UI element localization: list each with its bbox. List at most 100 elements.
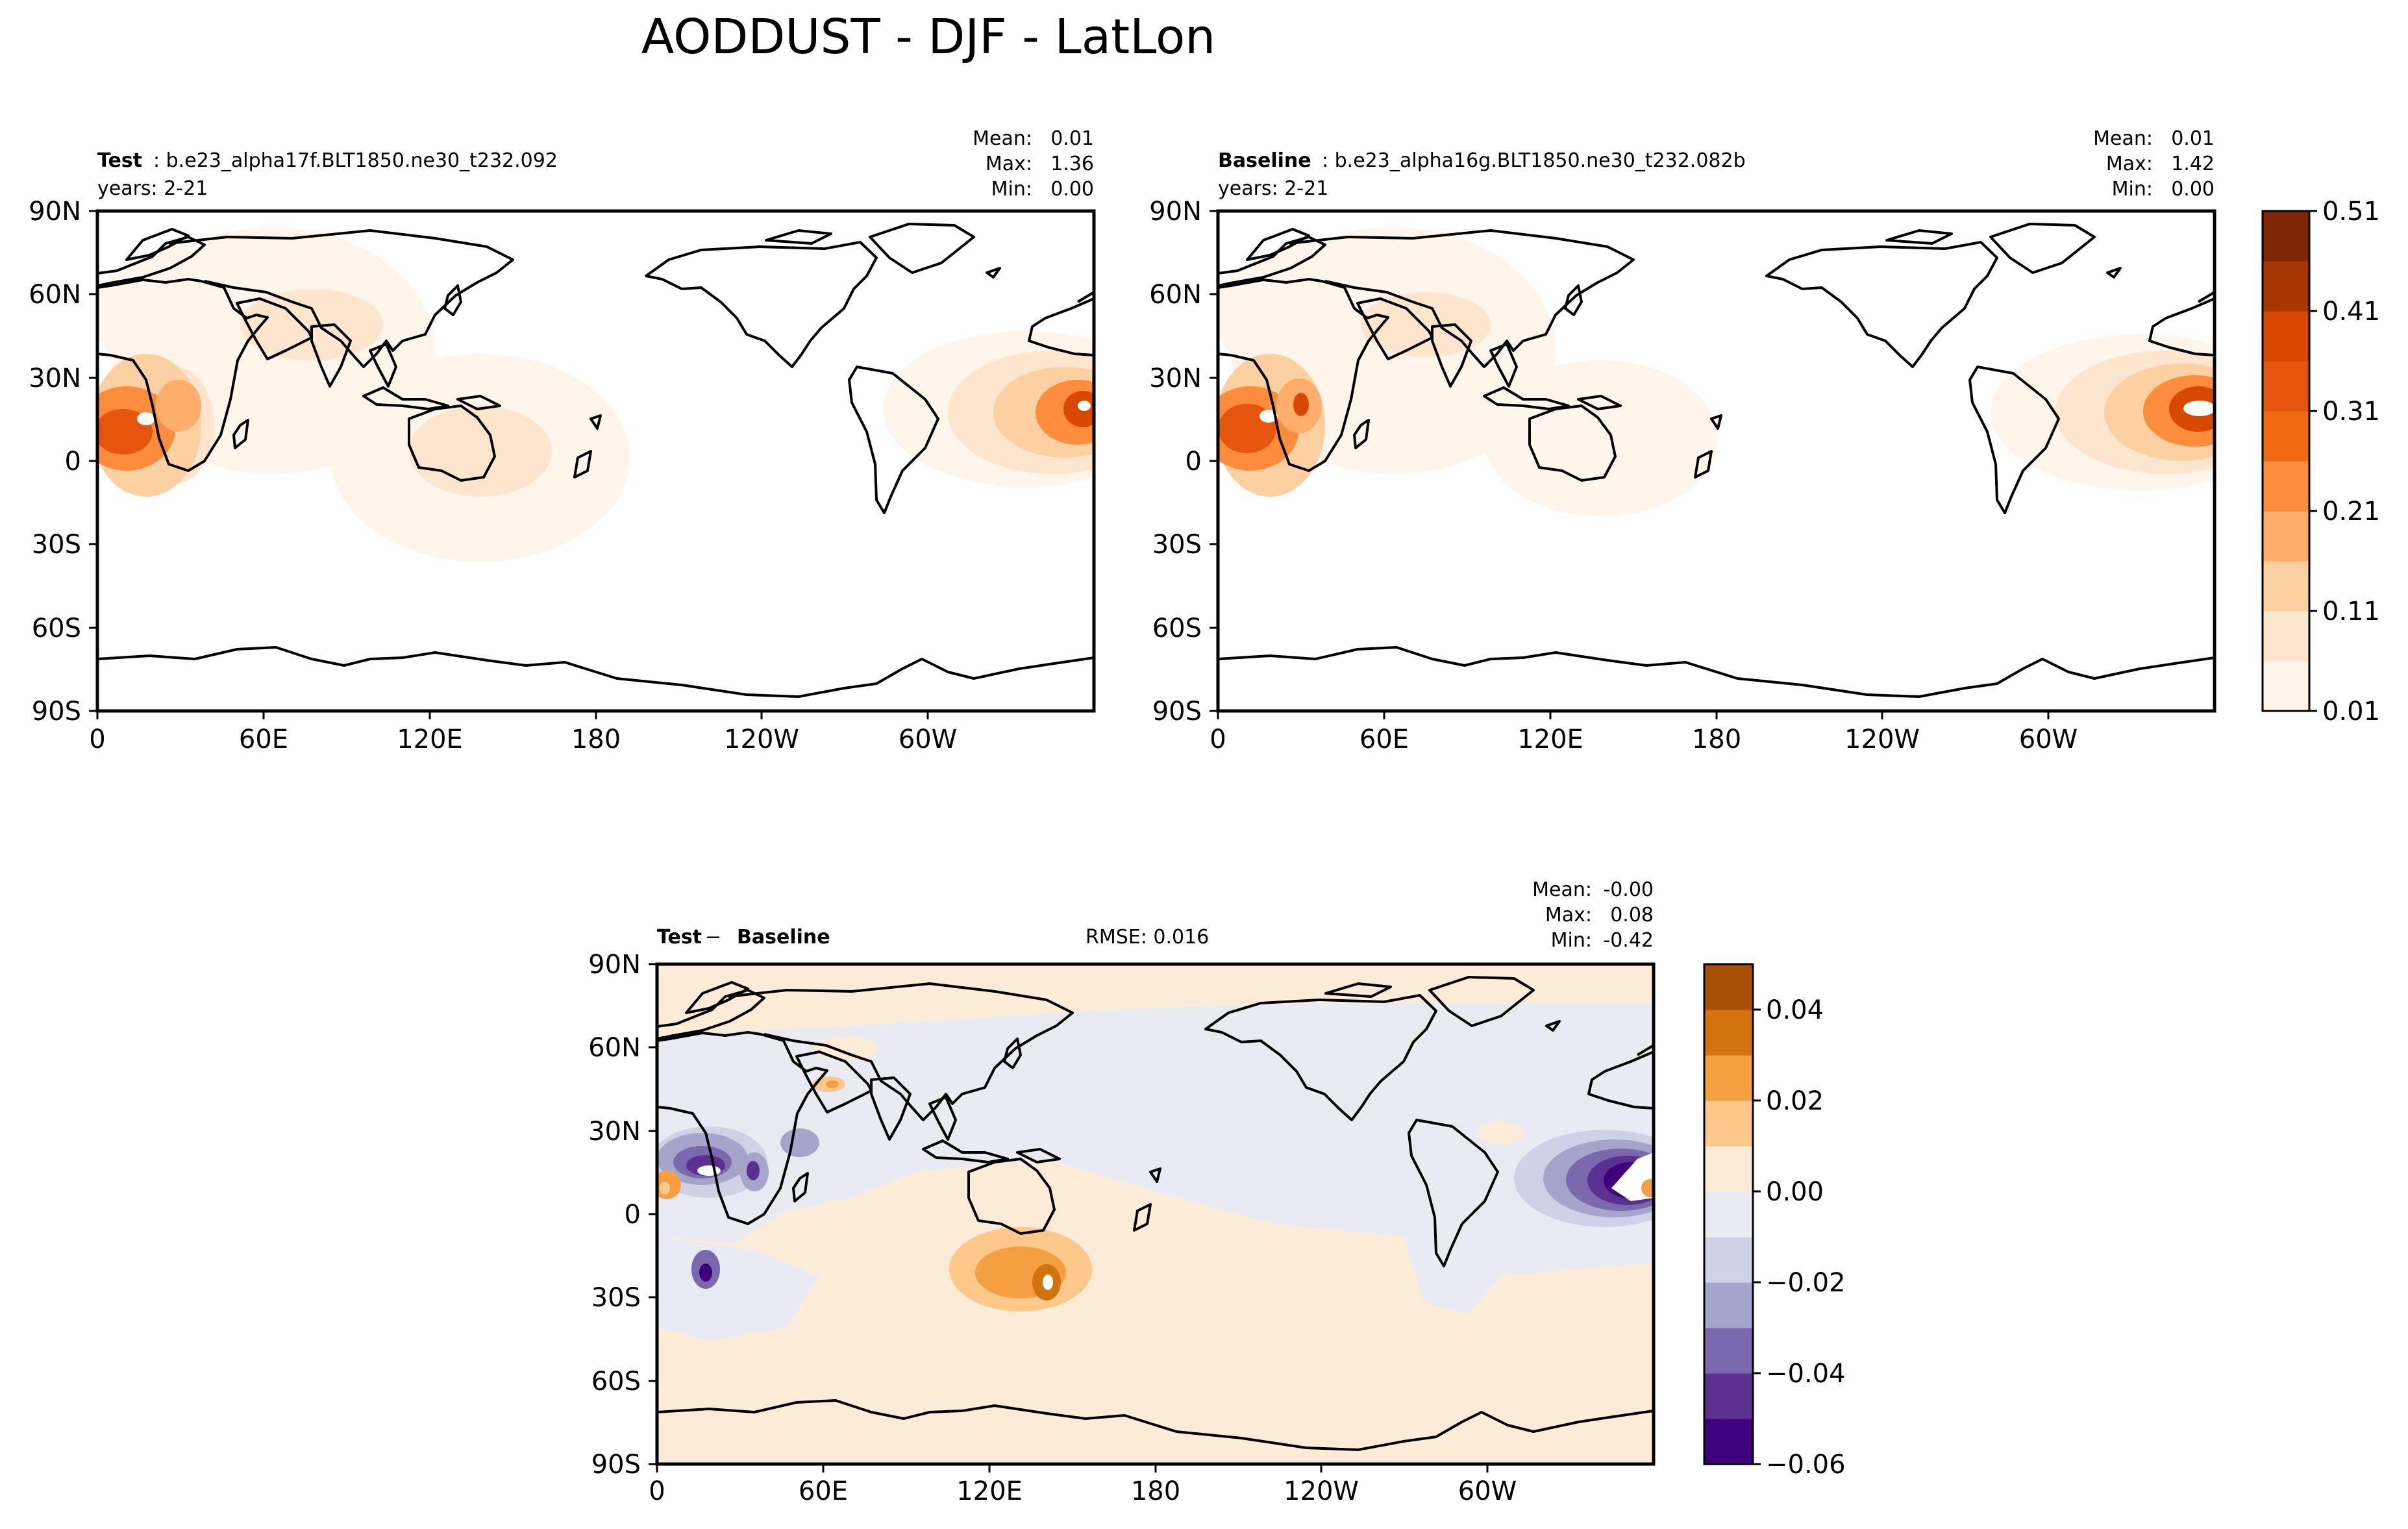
diff-colorbar-tick-label: −0.02 bbox=[1766, 1268, 1846, 1298]
test-lon-tick-60w: 60W bbox=[899, 725, 957, 754]
baseline-lon-axis: 0 60E 120E 180 120W 60W bbox=[1210, 711, 2078, 754]
diff-colorbar-tick-label: 0.04 bbox=[1766, 995, 1824, 1025]
diff-stat-mean-label: Mean: bbox=[1532, 878, 1592, 901]
test-label-bold: Test bbox=[97, 149, 142, 172]
baseline-lat-tick-90n: 90N bbox=[1149, 197, 1202, 227]
main-colorbar-swatch bbox=[2263, 661, 2309, 712]
diff-lat-tick-0: 0 bbox=[625, 1200, 641, 1230]
main-colorbar-tick-label: 0.01 bbox=[2322, 697, 2380, 727]
diff-field bbox=[657, 1003, 1654, 1341]
test-lat-tick-90s: 90S bbox=[32, 697, 81, 727]
main-colorbar-tick-label: 0.41 bbox=[2322, 297, 2380, 327]
diff-colorbar-swatches bbox=[1704, 964, 1753, 1465]
baseline-stat-mean-label: Mean: bbox=[2093, 127, 2153, 150]
diff-lon-tick-120e: 120E bbox=[956, 1476, 1023, 1506]
baseline-label-bold: Baseline bbox=[1218, 149, 1311, 172]
test-lon-axis: 0 60E 120E 180 120W 60W bbox=[89, 711, 957, 754]
diff-stat-max-value: 0.08 bbox=[1610, 904, 1654, 926]
diff-lon-tick-60e: 60E bbox=[799, 1476, 848, 1506]
diff-lon-tick-0: 0 bbox=[649, 1476, 665, 1506]
baseline-lat-tick-90s: 90S bbox=[1152, 697, 1202, 727]
test-lat-tick-30n: 30N bbox=[29, 364, 81, 393]
baseline-lon-tick-120w: 120W bbox=[1844, 725, 1920, 754]
test-lat-tick-90n: 90N bbox=[29, 197, 81, 227]
baseline-lat-tick-60n: 60N bbox=[1149, 280, 1202, 310]
baseline-case-name: : b.e23_alpha16g.BLT1850.ne30_t232.082b bbox=[1322, 149, 1746, 172]
main-colorbar-swatch bbox=[2263, 361, 2309, 412]
test-lat-tick-60n: 60N bbox=[29, 280, 81, 310]
diff-lon-tick-180: 180 bbox=[1131, 1476, 1180, 1506]
test-lat-tick-30s: 30S bbox=[32, 530, 81, 560]
main-colorbar-swatch bbox=[2263, 461, 2309, 512]
main-colorbar-swatch bbox=[2263, 211, 2309, 262]
main-colorbar-swatch bbox=[2263, 511, 2309, 562]
figure-title: AODDUST - DJF - LatLon bbox=[641, 9, 1215, 65]
baseline-lon-tick-60w: 60W bbox=[2019, 725, 2078, 754]
main-colorbar-swatch bbox=[2263, 411, 2309, 462]
diff-colorbar-swatch bbox=[1704, 1282, 1753, 1328]
test-stat-min-value: 0.00 bbox=[1050, 178, 1094, 201]
diff-colorbar-swatch bbox=[1704, 1191, 1753, 1237]
diff-stat-mean-value: -0.00 bbox=[1603, 878, 1654, 901]
main-colorbar-swatch bbox=[2263, 561, 2309, 612]
test-stat-mean-label: Mean: bbox=[973, 127, 1032, 150]
baseline-lat-axis: 90N 60N 30N 0 30S 60S 90S bbox=[1149, 197, 1218, 727]
diff-lat-tick-60n: 60N bbox=[588, 1033, 641, 1063]
main-colorbar-ticks: 0.01 0.11 0.21 0.31 0.41 0.51 bbox=[2309, 197, 2380, 727]
test-case-name: : b.e23_alpha17f.BLT1850.ne30_t232.092 bbox=[153, 149, 558, 172]
diff-panel: Test − Baseline RMSE: 0.016 Mean: -0.00 … bbox=[588, 878, 1656, 1506]
main-colorbar-frame bbox=[2261, 210, 2311, 712]
baseline-stat-mean-value: 0.01 bbox=[2171, 127, 2215, 150]
diff-colorbar: −0.06 −0.04 −0.02 0.00 0.02 0.04 bbox=[1703, 963, 1846, 1480]
test-years: years: 2-21 bbox=[97, 177, 208, 200]
diff-lat-tick-30n: 30N bbox=[588, 1117, 641, 1147]
test-lon-tick-180: 180 bbox=[571, 725, 621, 754]
main-colorbar-swatches bbox=[2263, 211, 2309, 712]
baseline-stat-max-value: 1.42 bbox=[2171, 153, 2215, 175]
test-stat-max-label: Max: bbox=[986, 153, 1032, 175]
diff-colorbar-ticks: −0.06 −0.04 −0.02 0.00 0.02 0.04 bbox=[1753, 995, 1846, 1480]
baseline-lat-tick-0: 0 bbox=[1185, 447, 1202, 477]
main-colorbar-swatch bbox=[2263, 611, 2309, 662]
diff-colorbar-tick-label: −0.04 bbox=[1766, 1359, 1846, 1389]
main-colorbar-tick-label: 0.11 bbox=[2322, 597, 2380, 627]
baseline-stat-max-label: Max: bbox=[2106, 153, 2153, 175]
diff-lat-tick-90s: 90S bbox=[591, 1450, 641, 1480]
test-map bbox=[97, 211, 1094, 711]
test-lon-tick-60e: 60E bbox=[239, 725, 288, 754]
diff-stat-min-label: Min: bbox=[1551, 929, 1592, 952]
baseline-lon-tick-120e: 120E bbox=[1517, 725, 1583, 754]
baseline-lat-tick-60s: 60S bbox=[1152, 614, 1202, 643]
main-colorbar-swatch bbox=[2263, 261, 2309, 312]
diff-colorbar-frame bbox=[1703, 963, 1754, 1465]
diff-lon-tick-60w: 60W bbox=[1458, 1476, 1517, 1506]
main-colorbar: 0.01 0.11 0.21 0.31 0.41 0.51 bbox=[2261, 197, 2380, 727]
diff-label-baseline: Baseline bbox=[737, 926, 830, 949]
test-lat-axis: 90N 60N 30N 0 30S 60S 90S bbox=[29, 197, 97, 727]
diff-map bbox=[657, 964, 1654, 1464]
diff-lon-tick-120w: 120W bbox=[1284, 1476, 1359, 1506]
diff-colorbar-swatch bbox=[1704, 1010, 1753, 1056]
diff-colorbar-swatch bbox=[1704, 1328, 1753, 1374]
baseline-lon-tick-60e: 60E bbox=[1359, 725, 1409, 754]
diff-stat-max-label: Max: bbox=[1545, 904, 1592, 926]
diff-colorbar-tick-label: −0.06 bbox=[1766, 1450, 1846, 1480]
diff-colorbar-tick-label: 0.02 bbox=[1766, 1086, 1824, 1116]
baseline-panel: Baseline : b.e23_alpha16g.BLT1850.ne30_t… bbox=[1149, 127, 2216, 754]
diff-colorbar-swatch bbox=[1704, 1146, 1753, 1192]
diff-label-minus: − bbox=[705, 926, 721, 949]
test-stat-min-label: Min: bbox=[991, 178, 1032, 201]
baseline-stat-min-value: 0.00 bbox=[2171, 178, 2215, 201]
diff-lat-axis: 90N 60N 30N 0 30S 60S 90S bbox=[588, 950, 657, 1480]
baseline-lat-tick-30s: 30S bbox=[1152, 530, 1202, 560]
diff-colorbar-tick-label: 0.00 bbox=[1766, 1177, 1824, 1207]
diff-colorbar-swatch bbox=[1704, 1419, 1753, 1465]
diff-lat-tick-90n: 90N bbox=[588, 950, 641, 980]
diff-label-test: Test bbox=[657, 926, 702, 949]
diff-lat-tick-60s: 60S bbox=[591, 1367, 641, 1397]
diff-colorbar-swatch bbox=[1704, 1373, 1753, 1419]
baseline-map bbox=[1218, 211, 2215, 711]
main-colorbar-tick-label: 0.21 bbox=[2322, 497, 2380, 527]
diff-colorbar-swatch bbox=[1704, 1237, 1753, 1283]
